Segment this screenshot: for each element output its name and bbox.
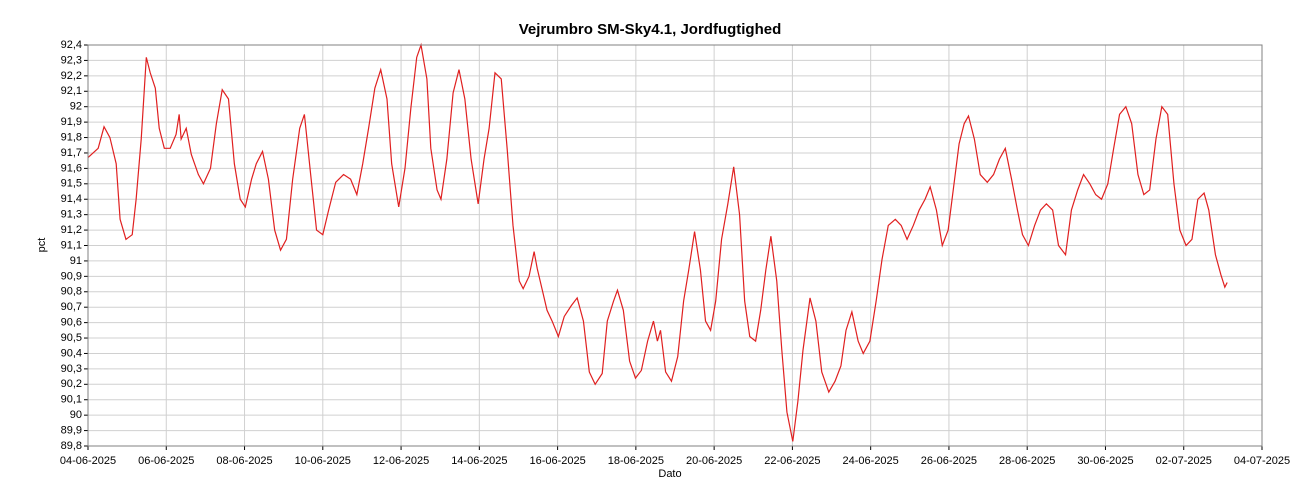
plot-frame bbox=[87, 44, 1263, 447]
y-tick-label: 92,4 bbox=[61, 39, 82, 51]
plot-layer bbox=[87, 42, 1228, 442]
y-tick-label: 91,2 bbox=[61, 224, 82, 236]
chart-title: Vejrumbro SM-Sky4.1, Jordfugtighed bbox=[519, 21, 782, 38]
y-tick-label: 92,1 bbox=[61, 85, 82, 97]
x-tick-label: 16-06-2025 bbox=[529, 455, 585, 467]
y-tick-label: 91,6 bbox=[61, 162, 82, 174]
y-tick-label: 91,9 bbox=[61, 116, 82, 128]
y-tick-label: 91 bbox=[70, 255, 82, 267]
x-tick-label: 08-06-2025 bbox=[216, 455, 272, 467]
y-tick-label: 90,3 bbox=[61, 363, 82, 375]
y-tick-label: 91,5 bbox=[61, 178, 82, 190]
y-tick-label: 90 bbox=[70, 409, 82, 421]
x-tick-label: 14-06-2025 bbox=[451, 455, 507, 467]
y-tick-label: 90,8 bbox=[61, 286, 82, 298]
y-tick-label: 92 bbox=[70, 101, 82, 113]
y-tick-label: 90,9 bbox=[61, 270, 82, 282]
y-tick-label: 90,2 bbox=[61, 378, 82, 390]
y-tick-label: 91,8 bbox=[61, 131, 82, 143]
y-axis-label: pct bbox=[36, 238, 48, 253]
y-tick-label: 90,4 bbox=[61, 347, 82, 359]
y-tick-label: 92,2 bbox=[61, 70, 82, 82]
y-tick-label: 91,1 bbox=[61, 239, 82, 251]
y-tick-label: 91,3 bbox=[61, 209, 82, 221]
y-tick-label: 90,7 bbox=[61, 301, 82, 313]
y-tick-label: 89,8 bbox=[61, 440, 82, 452]
y-tick-label: 90,5 bbox=[61, 332, 82, 344]
y-tick-label: 90,1 bbox=[61, 394, 82, 406]
data-line bbox=[87, 42, 1228, 442]
y-tick-label: 89,9 bbox=[61, 424, 82, 436]
x-tick-label: 28-06-2025 bbox=[999, 455, 1055, 467]
x-tick-label: 04-06-2025 bbox=[60, 455, 116, 467]
y-tick-label: 90,6 bbox=[61, 317, 82, 329]
x-tick-label: 04-07-2025 bbox=[1234, 455, 1290, 467]
x-tick-label: 30-06-2025 bbox=[1077, 455, 1133, 467]
y-tick-label: 91,4 bbox=[61, 193, 82, 205]
y-tick-label: 91,7 bbox=[61, 147, 82, 159]
x-tick-label: 10-06-2025 bbox=[295, 455, 351, 467]
x-tick-label: 18-06-2025 bbox=[608, 455, 664, 467]
y-tick-label: 92,3 bbox=[61, 54, 82, 66]
x-axis-label: Dato bbox=[658, 468, 681, 480]
x-tick-label: 26-06-2025 bbox=[921, 455, 977, 467]
x-tick-label: 24-06-2025 bbox=[843, 455, 899, 467]
x-tick-label: 06-06-2025 bbox=[138, 455, 194, 467]
x-tick-label: 02-07-2025 bbox=[1156, 455, 1212, 467]
x-tick-label: 22-06-2025 bbox=[764, 455, 820, 467]
x-tick-label: 12-06-2025 bbox=[373, 455, 429, 467]
x-tick-label: 20-06-2025 bbox=[686, 455, 742, 467]
grid-layer: 89,8 89,9 90 90,1 90,2 90,3 90,4 90,5 90,6 90,7 90… bbox=[60, 39, 1290, 467]
